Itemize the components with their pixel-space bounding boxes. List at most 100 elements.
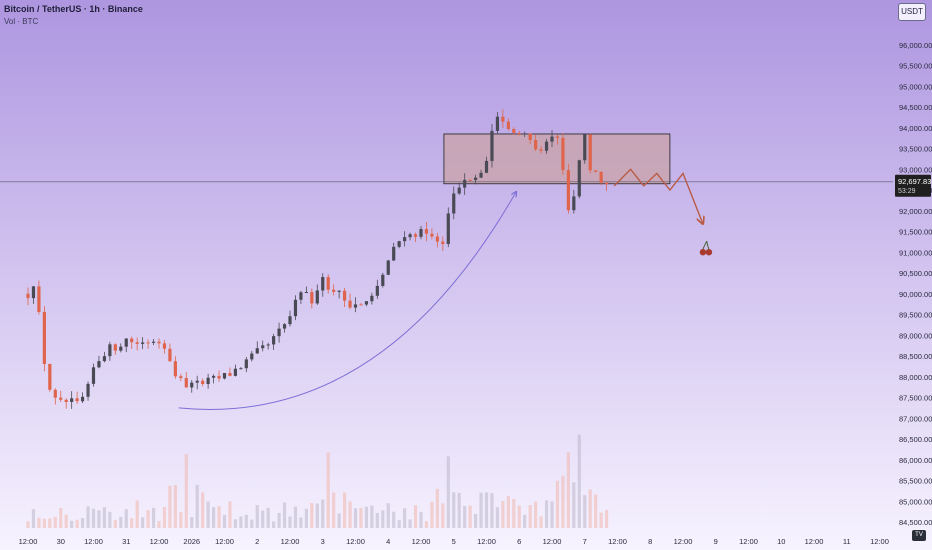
candle-body (342, 290, 347, 301)
volume-bar (321, 499, 325, 528)
volume-bar (534, 501, 538, 528)
volume-bar (266, 507, 270, 528)
volume-bar (282, 502, 287, 528)
candle-body (168, 348, 172, 362)
candle-body (457, 187, 461, 194)
candle-body (555, 136, 560, 138)
candle-body (26, 293, 30, 299)
volume-bar (190, 517, 194, 528)
volume-bar (97, 510, 101, 528)
volume-bar (588, 489, 592, 528)
candle-body (217, 375, 221, 379)
volume-bar (397, 520, 401, 528)
volume-indicator-label[interactable]: Vol · BTC (4, 17, 39, 26)
candle-body (353, 304, 358, 308)
volume-bar (151, 507, 156, 528)
time-tick-label: 11 (843, 537, 851, 546)
symbol-title[interactable]: Bitcoin / TetherUS · 1h · Binance (4, 4, 143, 14)
volume-bar (523, 514, 527, 528)
volume-bar (168, 485, 172, 528)
candle-body (179, 376, 183, 379)
volume-bar (113, 519, 117, 528)
candle-body (550, 136, 554, 142)
candle-body (408, 234, 412, 238)
time-tick-label: 4 (386, 537, 390, 546)
candle-body (146, 342, 150, 344)
tradingview-logo[interactable]: TV (912, 530, 926, 541)
volume-layer (26, 434, 609, 528)
currency-button[interactable]: USDT (898, 3, 926, 21)
candle-body (124, 338, 128, 347)
candle-body (386, 260, 390, 275)
volume-bar (490, 493, 494, 528)
candle-body (102, 356, 107, 362)
volume-bar (348, 501, 352, 528)
time-tick-label: 12:00 (281, 537, 300, 546)
cherry-right (705, 248, 713, 256)
volume-bar (495, 507, 500, 528)
candle-body (250, 353, 254, 360)
projection-zigzag-arrow (613, 168, 702, 223)
volume-bar (435, 488, 439, 528)
volume-bar (59, 508, 63, 528)
candle-body (233, 368, 238, 376)
volume-bar (359, 507, 363, 528)
time-tick-label: 2026 (183, 537, 200, 546)
candle-body (392, 246, 396, 261)
time-tick-label: 10 (777, 537, 785, 546)
volume-bar (304, 508, 308, 528)
time-tick-label: 30 (57, 537, 65, 546)
volume-bar (255, 505, 259, 528)
volume-bar (288, 516, 292, 528)
price-axis[interactable]: 96,000.00 95,500.00 95,000.00 94,500.00 94,0… (893, 0, 932, 550)
candle-body (299, 292, 303, 300)
volume-bar (211, 507, 216, 528)
volume-bar (594, 494, 598, 528)
candle-body (184, 378, 188, 388)
candle-body (222, 372, 227, 379)
candle-body (337, 290, 341, 292)
candle-body (64, 399, 68, 402)
volume-bar (539, 516, 543, 528)
volume-bar (102, 507, 107, 528)
volume-bar (130, 518, 134, 528)
time-tick-label: 12:00 (805, 537, 824, 546)
candle-body (80, 396, 85, 402)
candle-body (206, 377, 210, 384)
candle-body (446, 213, 450, 245)
price-tick-label: 89,000.00 (899, 331, 932, 340)
volume-bar (233, 519, 238, 528)
time-axis[interactable]: 12:00 30 12:00 31 12:00 2026 12:00 2 12:00 3 12:00… (19, 537, 889, 546)
price-tag-countdown: 53:29 (898, 188, 916, 195)
candle-body (119, 346, 123, 351)
candle-body (403, 237, 407, 242)
price-tag-value: 92,697.83 (898, 177, 931, 186)
volume-bar (413, 505, 418, 528)
rally-arc-arrow (178, 192, 516, 410)
cherry-stem (702, 240, 710, 250)
time-tick-label: 9 (714, 537, 718, 546)
candle-body (321, 277, 325, 291)
volume-bar (386, 503, 390, 528)
volume-bar (250, 519, 254, 528)
candle-body (523, 133, 527, 135)
candle-body (239, 368, 243, 370)
volume-bar (577, 434, 581, 528)
volume-bar (299, 517, 303, 528)
candle-body (70, 398, 74, 402)
volume-bar (479, 492, 483, 528)
cherry-left (699, 248, 707, 256)
volume-bar (173, 484, 177, 528)
volume-bar (452, 492, 456, 528)
candle-body (364, 301, 369, 305)
volume-bar (64, 514, 68, 528)
volume-bar (162, 507, 167, 528)
volume-bar (75, 519, 79, 528)
volume-bar (501, 501, 505, 528)
price-tick-label: 90,000.00 (899, 290, 932, 299)
candle-body (381, 274, 385, 286)
candle-body (59, 397, 63, 400)
candle-body (293, 299, 298, 317)
